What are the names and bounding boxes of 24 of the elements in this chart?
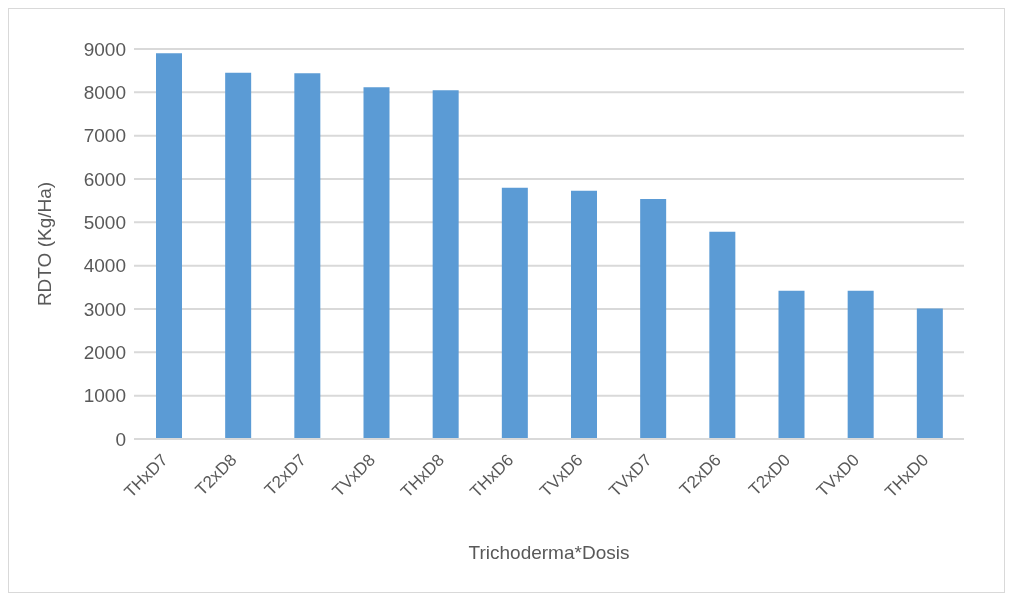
y-tick-label: 4000 (83, 255, 126, 277)
y-tick-label: 8000 (83, 82, 126, 104)
bar (916, 308, 943, 439)
y-tick-label: 0 (115, 428, 126, 450)
y-tick-label: 5000 (83, 212, 126, 234)
y-axis-title: RDTO (Kg/Ha) (33, 181, 55, 307)
bar (156, 53, 182, 439)
bar (225, 72, 252, 439)
y-tick-label: 6000 (83, 168, 126, 190)
y-tick-label: 3000 (83, 298, 126, 320)
bar (778, 290, 805, 439)
y-tick-label: 1000 (83, 385, 126, 407)
x-axis-title: Trichoderma*Dosis (468, 542, 630, 563)
y-tick-label: 7000 (83, 125, 126, 147)
bar (294, 73, 321, 439)
bar (709, 231, 736, 439)
bar (363, 87, 390, 439)
y-tick-label: 2000 (83, 342, 126, 364)
bar (432, 90, 459, 439)
bar (501, 187, 528, 439)
y-tick-label: 9000 (83, 38, 126, 60)
bar (571, 190, 597, 439)
bar (640, 198, 667, 439)
bar (847, 290, 874, 439)
